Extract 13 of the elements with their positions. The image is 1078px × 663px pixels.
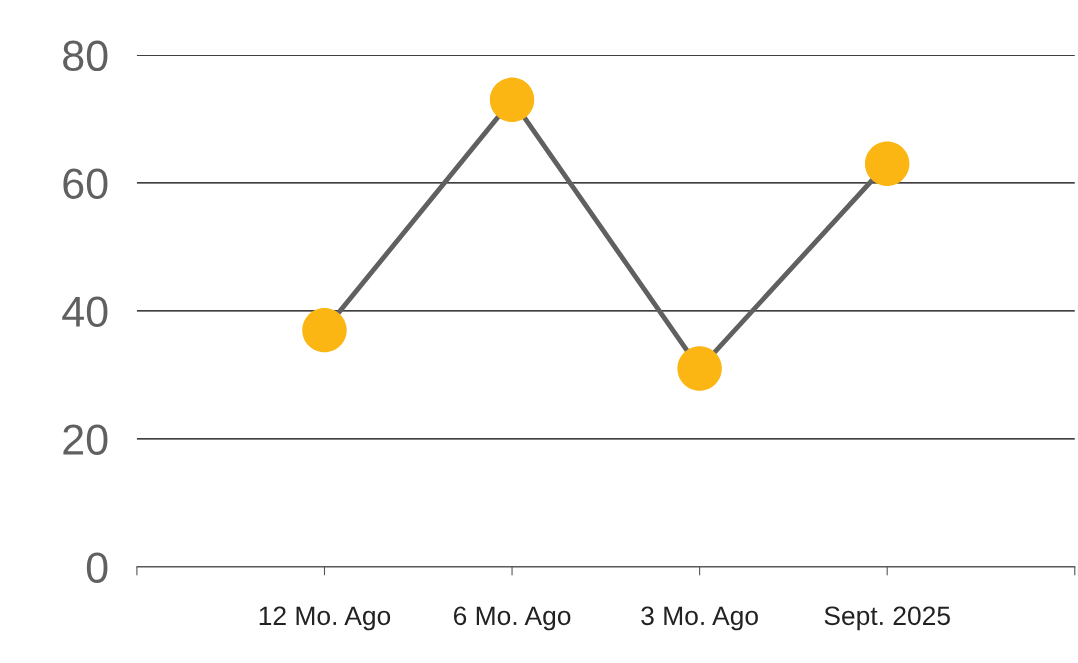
x-tick-label: 3 Mo. Ago	[641, 606, 758, 631]
y-tick-label: 40	[62, 296, 108, 327]
y-tick-label: 20	[63, 424, 108, 455]
point	[864, 141, 910, 187]
point	[489, 77, 535, 123]
y-tick-label: 60	[63, 168, 108, 200]
x-tick-label: 6 Mo. Ago	[453, 606, 571, 631]
y-tick-label: 0	[86, 552, 108, 583]
y-tick-label: 80	[63, 40, 108, 72]
point	[302, 307, 347, 353]
point	[677, 346, 722, 391]
x-tick-label: Sept. 2025	[824, 606, 950, 631]
x-tick-label: 12 Mo. Ago	[259, 606, 391, 631]
